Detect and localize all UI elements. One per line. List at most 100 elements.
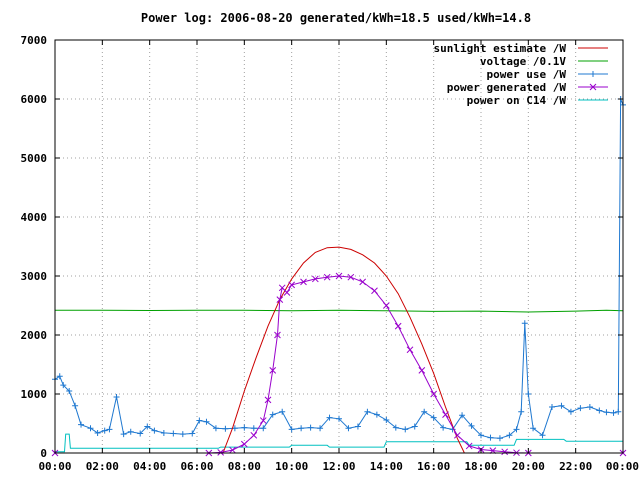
y-tick-label: 6000 — [21, 93, 48, 106]
y-tick-label: 7000 — [21, 34, 48, 47]
data-point — [406, 346, 414, 354]
data-point — [66, 388, 73, 395]
data-point — [113, 393, 120, 400]
data-point — [558, 402, 565, 409]
legend-marker — [590, 71, 596, 77]
data-point — [326, 414, 333, 421]
y-tick-label: 0 — [40, 447, 47, 460]
data-point — [453, 431, 461, 439]
y-tick-label: 5000 — [21, 152, 48, 165]
data-point — [610, 409, 617, 416]
data-point — [311, 275, 319, 283]
series-sunlight-estimate — [222, 246, 465, 454]
data-point — [411, 423, 418, 430]
legend-label: sunlight estimate /W — [434, 42, 567, 55]
data-point — [288, 281, 296, 289]
legend-label: voltage /0.1V — [480, 55, 566, 68]
data-point — [364, 408, 371, 415]
data-point — [603, 409, 610, 416]
data-point — [382, 302, 390, 309]
x-tick-label: 08:00 — [228, 460, 261, 473]
data-point — [170, 430, 177, 437]
data-point — [196, 417, 203, 424]
data-point — [189, 430, 196, 437]
data-point — [487, 434, 494, 441]
x-tick-label: 22:00 — [559, 460, 592, 473]
data-point — [347, 273, 355, 281]
series-line-power-on-c14-w — [55, 433, 623, 453]
data-point — [459, 412, 466, 419]
data-point — [300, 278, 307, 286]
x-tick-label: 10:00 — [275, 460, 308, 473]
data-point — [259, 417, 267, 424]
data-point — [394, 322, 402, 330]
data-point — [222, 425, 229, 432]
data-point — [264, 396, 272, 404]
data-point — [421, 408, 428, 415]
data-point — [496, 435, 503, 442]
y-tick-label: 2000 — [21, 329, 48, 342]
data-point — [323, 273, 331, 281]
data-point — [359, 278, 367, 286]
data-point — [615, 408, 622, 415]
data-point — [518, 408, 525, 415]
data-point — [72, 402, 79, 409]
x-tick-label: 16:00 — [417, 460, 450, 473]
data-point — [501, 448, 509, 456]
data-point — [276, 296, 284, 303]
data-point — [260, 425, 267, 432]
data-point — [345, 425, 352, 432]
data-point — [478, 432, 484, 439]
data-point — [217, 449, 225, 456]
y-axis-ticks: 0 1000 2000 3000 4000 5000 6000 7000 — [21, 34, 623, 460]
data-point — [78, 421, 85, 428]
data-point — [521, 320, 528, 327]
series-power-on-c14 — [55, 433, 623, 453]
data-point — [240, 440, 248, 448]
data-point — [269, 367, 277, 374]
data-point — [288, 426, 295, 433]
data-point — [549, 403, 555, 410]
series-voltage — [55, 309, 624, 313]
x-tick-label: 04:00 — [133, 460, 166, 473]
data-point — [392, 424, 399, 431]
data-point — [567, 408, 574, 415]
legend-label: power on C14 /W — [467, 94, 567, 107]
data-point — [179, 431, 186, 438]
data-point — [354, 423, 361, 430]
data-point — [596, 407, 603, 414]
x-tick-label: 14:00 — [370, 460, 403, 473]
data-point — [241, 424, 248, 431]
x-tick-label: 02:00 — [86, 460, 119, 473]
data-point — [106, 426, 113, 433]
data-point — [335, 272, 343, 280]
y-tick-label: 3000 — [21, 270, 48, 283]
data-point — [137, 430, 144, 437]
data-point — [120, 431, 127, 438]
data-point — [430, 414, 437, 421]
data-point — [440, 424, 447, 431]
data-point — [539, 432, 546, 439]
legend-label: power use /W — [487, 68, 567, 81]
legend-marker — [589, 83, 597, 91]
data-point — [577, 405, 584, 412]
x-axis-ticks: 00:00 02:00 04:00 06:00 08:00 10:00 12:00 14:00… — [38, 40, 639, 473]
data-point — [383, 416, 390, 423]
x-tick-label: 06:00 — [180, 460, 213, 473]
series-line-sunlight-estimate-w — [222, 246, 465, 454]
data-point — [250, 425, 257, 432]
data-point — [468, 422, 475, 429]
data-point — [307, 424, 314, 431]
data-point — [144, 423, 151, 430]
data-point — [430, 390, 438, 398]
data-point — [274, 331, 281, 339]
x-tick-label: 00:00 — [38, 460, 71, 473]
data-point — [250, 431, 258, 439]
data-point — [465, 442, 473, 450]
data-point — [371, 287, 378, 295]
legend-label: power generated /W — [447, 81, 567, 94]
data-point — [525, 391, 532, 397]
data-point — [269, 411, 276, 418]
data-point — [60, 382, 67, 389]
